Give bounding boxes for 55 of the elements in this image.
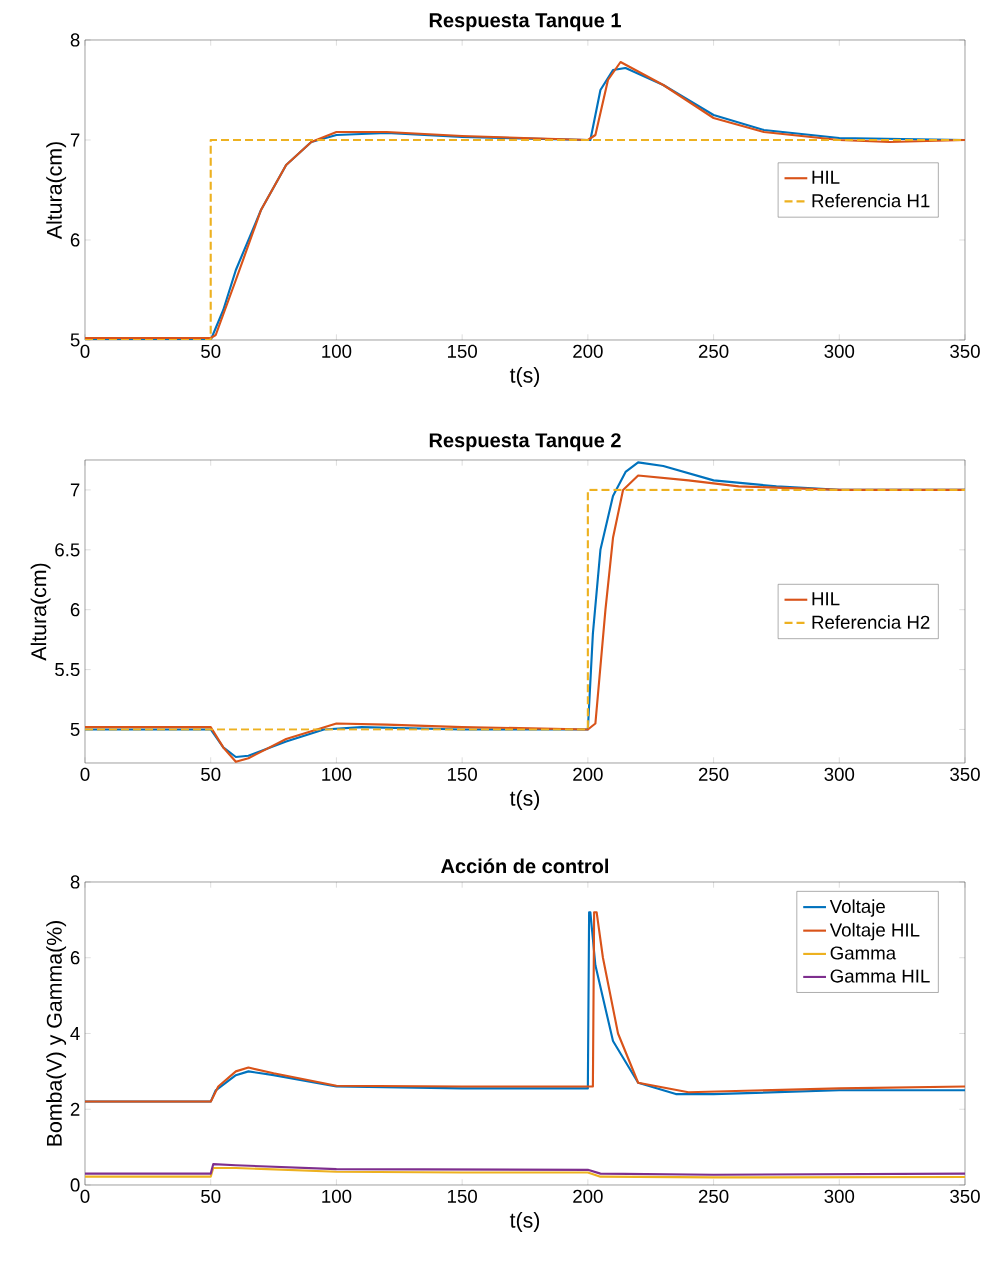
x-tick-label: 300 — [824, 1189, 855, 1203]
y-tick-label: 6.5 — [55, 543, 80, 557]
x-tick-label: 350 — [950, 344, 980, 358]
x-tick-label: 250 — [698, 344, 729, 358]
y-tick-label: 7 — [70, 133, 80, 147]
y-tick-label: 6 — [70, 951, 80, 965]
x-tick-label: 0 — [80, 1189, 90, 1203]
x-tick-label: 200 — [573, 767, 603, 781]
x-tick-label: 0 — [80, 344, 90, 358]
x-axis-title: t(s) — [509, 367, 540, 387]
legend-label: Referencia H1 — [812, 193, 930, 208]
y-tick-label: 8 — [70, 875, 80, 889]
legend-label: Gamma — [830, 946, 897, 960]
x-tick-label: 100 — [322, 344, 352, 358]
x-tick-label: 100 — [322, 767, 352, 781]
x-tick-label: 100 — [322, 1189, 352, 1203]
x-tick-label: 50 — [201, 344, 221, 358]
y-tick-label: 4 — [70, 1027, 80, 1040]
y-axis-title: Altura(cm) — [46, 142, 67, 240]
legend-label: Voltaje HIL — [829, 922, 920, 941]
x-tick-label: 300 — [824, 767, 855, 781]
x-tick-label: 350 — [950, 1189, 980, 1203]
x-tick-label: 50 — [201, 767, 221, 781]
x-tick-label: 150 — [447, 767, 477, 781]
y-tick-label: 5.5 — [55, 663, 80, 677]
y-axis-title: Altura(cm) — [30, 563, 51, 661]
legend-label: Referencia H2 — [812, 615, 930, 629]
chart-title: Respuesta Tanque 2 — [429, 433, 621, 452]
x-tick-label: 150 — [447, 1189, 477, 1203]
chart-title: Acción de control — [441, 858, 609, 874]
legend-label: HIL — [812, 170, 840, 184]
y-tick-label: 0 — [70, 1178, 80, 1192]
x-axis-title: t(s) — [509, 790, 540, 810]
legend-label: Voltaje — [829, 899, 885, 917]
y-axis-title: Bomba(V) y Gamma(%) — [46, 921, 67, 1146]
x-axis-title: t(s) — [509, 1212, 540, 1232]
y-tick-label: 7 — [70, 483, 80, 497]
y-tick-label: 6 — [70, 233, 80, 247]
y-tick-label: 5 — [70, 722, 80, 736]
legend-label: Gamma HIL — [830, 969, 930, 983]
chart-title: Respuesta Tanque 1 — [429, 13, 621, 32]
x-tick-label: 200 — [573, 344, 603, 358]
x-tick-label: 250 — [698, 767, 729, 781]
y-tick-label: 6 — [70, 603, 80, 617]
x-tick-label: 250 — [698, 1189, 729, 1203]
y-tick-label: 2 — [70, 1102, 80, 1116]
y-tick-label: 8 — [70, 33, 80, 47]
x-tick-label: 50 — [201, 1189, 221, 1203]
legend-label: HIL — [812, 592, 840, 606]
x-tick-label: 150 — [447, 344, 477, 358]
x-tick-label: 350 — [950, 767, 980, 781]
y-tick-label: 5 — [70, 333, 80, 347]
x-tick-label: 300 — [824, 344, 855, 358]
x-tick-label: 0 — [80, 767, 90, 781]
x-tick-label: 200 — [573, 1189, 603, 1203]
